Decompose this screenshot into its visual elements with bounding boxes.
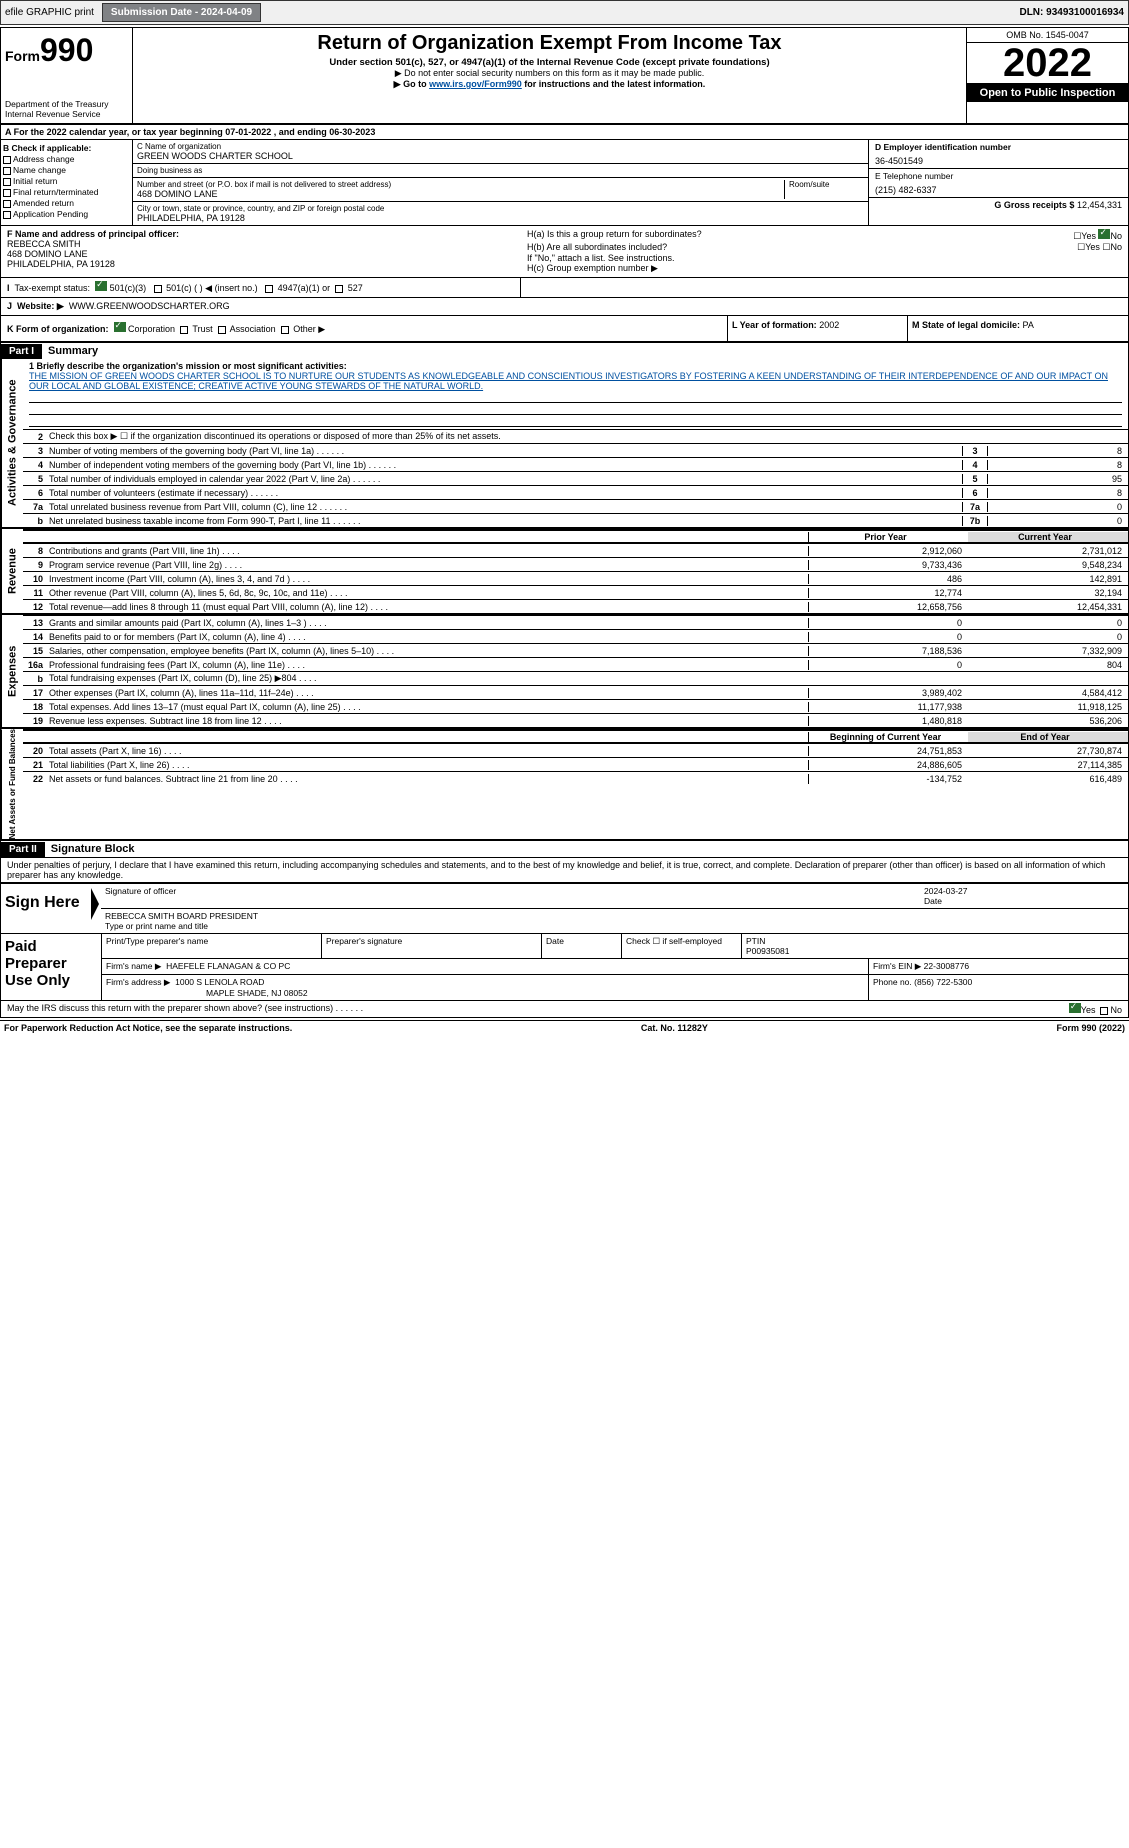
tax-exempt-status: I Tax-exempt status: 501(c)(3) 501(c) ( … (1, 278, 521, 297)
form-line: 8Contributions and grants (Part VIII, li… (23, 543, 1128, 557)
officer-name: REBECCA SMITH BOARD PRESIDENT (105, 911, 1124, 921)
form-line: 15Salaries, other compensation, employee… (23, 643, 1128, 657)
form-number: Form990 (5, 32, 128, 69)
website-row: J Website: ▶ WWW.GREENWOODSCHARTER.ORG (1, 298, 1128, 316)
street-address: 468 DOMINO LANE (137, 189, 784, 199)
mission-block: 1 Briefly describe the organization's mi… (23, 359, 1128, 429)
paid-preparer-label: Paid Preparer Use Only (1, 934, 101, 1000)
form-line: 3Number of voting members of the governi… (23, 443, 1128, 457)
website-value: WWW.GREENWOODSCHARTER.ORG (69, 301, 230, 311)
form-990: Form990 Department of the Treasury Inter… (0, 27, 1129, 1018)
col-de: D Employer identification number36-45015… (868, 140, 1128, 225)
form-line: 7aTotal unrelated business revenue from … (23, 499, 1128, 513)
firm-ein: 22-3008776 (924, 961, 969, 971)
form-line: 17Other expenses (Part IX, column (A), l… (23, 685, 1128, 699)
firm-name: HAEFELE FLANAGAN & CO PC (166, 961, 290, 971)
gross-receipts: 12,454,331 (1077, 200, 1122, 210)
form-footer: For Paperwork Reduction Act Notice, see … (0, 1020, 1129, 1035)
form-line: 14Benefits paid to or for members (Part … (23, 629, 1128, 643)
firm-address: 1000 S LENOLA ROAD (175, 977, 264, 987)
form-line: 6Total number of volunteers (estimate if… (23, 485, 1128, 499)
topbar: efile GRAPHIC print Submission Date - 20… (0, 0, 1129, 25)
principal-officer: F Name and address of principal officer:… (1, 226, 521, 277)
ein-value: 36-4501549 (875, 156, 1122, 166)
row-a-tax-year: A For the 2022 calendar year, or tax yea… (1, 125, 1128, 140)
sign-here-label: Sign Here (1, 884, 91, 933)
form-line: bTotal fundraising expenses (Part IX, co… (23, 671, 1128, 685)
sidebar-expenses: Expenses (1, 615, 23, 727)
form-line: 2Check this box ▶ ☐ if the organization … (23, 429, 1128, 443)
form-line: 22Net assets or fund balances. Subtract … (23, 771, 1128, 785)
sidebar-net-assets: Net Assets or Fund Balances (1, 729, 23, 839)
part-1-title: Summary (42, 343, 104, 359)
signature-declaration: Under penalties of perjury, I declare th… (1, 857, 1128, 882)
state-domicile: M State of legal domicile: PA (908, 316, 1128, 341)
open-inspection: Open to Public Inspection (967, 84, 1128, 102)
tax-year: 2022 (967, 43, 1128, 84)
form-line: 20Total assets (Part X, line 16) . . . .… (23, 743, 1128, 757)
mission-text[interactable]: THE MISSION OF GREEN WOODS CHARTER SCHOO… (29, 371, 1122, 391)
sidebar-activities-governance: Activities & Governance (1, 359, 23, 527)
arrow-icon (91, 888, 99, 920)
form-line: 21Total liabilities (Part X, line 26) . … (23, 757, 1128, 771)
year-formation: L Year of formation: 2002 (728, 316, 908, 341)
form-title: Return of Organization Exempt From Incom… (137, 32, 962, 55)
subtitle-2: ▶ Do not enter social security numbers o… (137, 68, 962, 79)
form-line: 18Total expenses. Add lines 13–17 (must … (23, 699, 1128, 713)
form-line: 5Total number of individuals employed in… (23, 471, 1128, 485)
discuss-question: May the IRS discuss this return with the… (7, 1003, 1069, 1015)
city-state-zip: PHILADELPHIA, PA 19128 (137, 213, 864, 223)
dln-label: DLN: 93493100016934 (1019, 7, 1124, 18)
part-2-title: Signature Block (45, 841, 141, 857)
submission-date-button[interactable]: Submission Date - 2024-04-09 (102, 3, 261, 22)
part-2-header: Part II (1, 842, 45, 857)
form-line: 12Total revenue—add lines 8 through 11 (… (23, 599, 1128, 613)
form-line: 4Number of independent voting members of… (23, 457, 1128, 471)
form-line: bNet unrelated business taxable income f… (23, 513, 1128, 527)
ptin-value: P00935081 (746, 946, 790, 956)
subtitle-1: Under section 501(c), 527, or 4947(a)(1)… (137, 57, 962, 68)
form-line: 11Other revenue (Part VIII, column (A), … (23, 585, 1128, 599)
irs-link[interactable]: www.irs.gov/Form990 (429, 79, 522, 89)
firm-phone: (856) 722-5300 (914, 977, 972, 987)
form-line: 13Grants and similar amounts paid (Part … (23, 615, 1128, 629)
col-c-org-info: C Name of organizationGREEN WOODS CHARTE… (133, 140, 868, 225)
form-line: 16aProfessional fundraising fees (Part I… (23, 657, 1128, 671)
group-return: H(a) Is this a group return for subordin… (521, 226, 1128, 277)
telephone-value: (215) 482-6337 (875, 185, 1122, 195)
dept-label: Department of the Treasury Internal Reve… (5, 99, 128, 119)
form-of-org: K Form of organization: Corporation Trus… (1, 316, 728, 341)
efile-label: efile GRAPHIC print (5, 7, 94, 18)
form-line: 9Program service revenue (Part VIII, lin… (23, 557, 1128, 571)
subtitle-3: ▶ Go to www.irs.gov/Form990 for instruct… (137, 79, 962, 90)
col-b-checkboxes: B Check if applicable: Address change Na… (1, 140, 133, 225)
org-name: GREEN WOODS CHARTER SCHOOL (137, 151, 864, 161)
form-line: 10Investment income (Part VIII, column (… (23, 571, 1128, 585)
form-line: 19Revenue less expenses. Subtract line 1… (23, 713, 1128, 727)
sidebar-revenue: Revenue (1, 529, 23, 613)
part-1-header: Part I (1, 344, 42, 359)
